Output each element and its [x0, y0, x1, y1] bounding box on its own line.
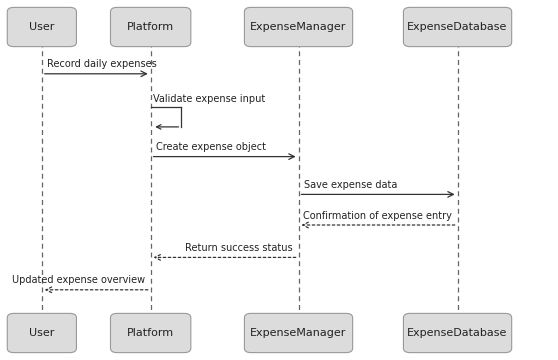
FancyBboxPatch shape: [110, 7, 191, 46]
FancyBboxPatch shape: [110, 313, 191, 353]
Text: User: User: [29, 328, 55, 338]
FancyBboxPatch shape: [403, 7, 512, 46]
FancyBboxPatch shape: [7, 313, 76, 353]
Text: User: User: [29, 22, 55, 32]
Text: Create expense object: Create expense object: [156, 142, 266, 152]
FancyBboxPatch shape: [403, 313, 512, 353]
Text: ExpenseManager: ExpenseManager: [251, 22, 347, 32]
FancyBboxPatch shape: [244, 7, 353, 46]
Text: Confirmation of expense entry: Confirmation of expense entry: [303, 211, 452, 221]
FancyBboxPatch shape: [7, 7, 76, 46]
Text: Record daily expenses: Record daily expenses: [47, 59, 157, 69]
Text: ExpenseDatabase: ExpenseDatabase: [407, 328, 508, 338]
Text: Platform: Platform: [127, 22, 174, 32]
FancyBboxPatch shape: [244, 313, 353, 353]
Text: Return success status: Return success status: [185, 243, 293, 253]
Text: Save expense data: Save expense data: [304, 180, 397, 190]
Text: ExpenseManager: ExpenseManager: [251, 328, 347, 338]
Text: ExpenseDatabase: ExpenseDatabase: [407, 22, 508, 32]
Text: Platform: Platform: [127, 328, 174, 338]
Text: Validate expense input: Validate expense input: [153, 94, 266, 104]
Text: Updated expense overview: Updated expense overview: [12, 275, 145, 285]
